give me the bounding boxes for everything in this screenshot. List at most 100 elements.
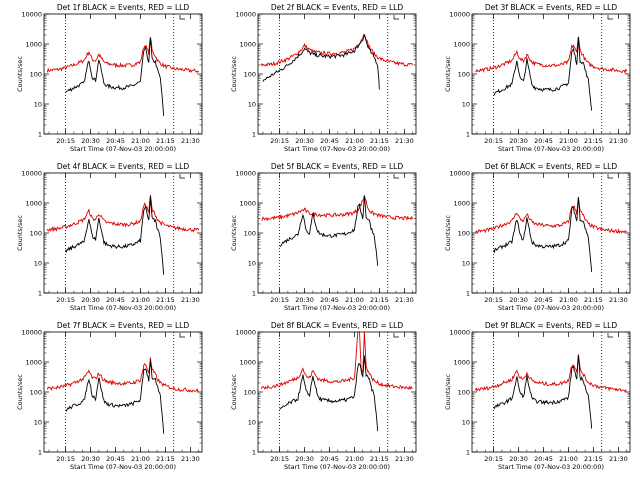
- corner-bracket: [607, 174, 613, 179]
- x-tick-label: 20:15: [484, 296, 503, 304]
- y-axis-label: Counts/sec: [16, 374, 24, 410]
- chart-title: Det 7f BLACK = Events, RED = LLD: [57, 321, 190, 330]
- x-tick-label: 21:15: [584, 296, 603, 304]
- corner-bracket: [393, 174, 399, 179]
- y-tick-label: 100: [30, 70, 42, 78]
- y-tick-label: 10000: [235, 10, 256, 18]
- y-tick-label: 10: [462, 259, 470, 267]
- y-tick-label: 100: [458, 70, 470, 78]
- corner-bracket: [607, 333, 613, 338]
- y-tick-label: 1: [252, 130, 256, 138]
- x-tick-label: 20:30: [81, 137, 100, 145]
- y-tick-label: 10000: [449, 169, 470, 177]
- x-tick-label: 20:30: [81, 296, 100, 304]
- x-tick-label: 21:00: [559, 296, 578, 304]
- series-line-lld: [475, 198, 626, 233]
- series-line-lld: [47, 38, 198, 73]
- chart-panel-5: Det 5f BLACK = Events, RED = LLD 1 10 100 10…: [230, 162, 417, 312]
- corner-bracket: [179, 15, 185, 20]
- y-tick-label: 1000: [25, 358, 42, 366]
- series-line-events: [494, 197, 592, 272]
- x-tick-label: 20:45: [534, 455, 553, 463]
- plot-frame: [471, 172, 631, 294]
- x-tick-label: 21:30: [395, 137, 414, 145]
- plot-frame: [471, 13, 631, 135]
- y-axis-label: Counts/sec: [444, 56, 452, 92]
- y-axis-label: Counts/sec: [230, 215, 238, 251]
- series-line-events: [494, 37, 592, 111]
- series-line-lld: [47, 357, 198, 392]
- chart-panel-3: Det 3f BLACK = Events, RED = LLD 1 10 100 10…: [444, 3, 631, 153]
- y-tick-label: 1: [466, 448, 470, 456]
- plot-frame: [257, 331, 417, 453]
- series-line-events: [66, 37, 164, 116]
- chart-panel-9: Det 9f BLACK = Events, RED = LLD 1 10 100 10…: [444, 321, 631, 471]
- plot-frame: [471, 331, 631, 453]
- x-tick-label: 21:30: [395, 296, 414, 304]
- x-tick-label: 21:15: [156, 137, 175, 145]
- x-tick-label: 20:45: [106, 137, 125, 145]
- plot-frame: [43, 13, 203, 135]
- x-tick-label: 21:00: [131, 455, 150, 463]
- y-tick-label: 1: [38, 289, 42, 297]
- x-tick-label: 21:00: [559, 455, 578, 463]
- y-axis-label: Counts/sec: [16, 56, 24, 92]
- y-tick-label: 1000: [453, 358, 470, 366]
- series-line-events: [494, 355, 592, 429]
- series-line-events: [66, 197, 164, 275]
- y-tick-label: 1000: [239, 358, 256, 366]
- x-tick-label: 21:30: [181, 137, 200, 145]
- x-tick-label: 20:30: [295, 137, 314, 145]
- x-tick-label: 21:30: [181, 455, 200, 463]
- y-tick-label: 10: [34, 259, 42, 267]
- y-axis-label: Counts/sec: [16, 215, 24, 251]
- series-line-lld: [261, 331, 412, 389]
- y-tick-label: 1: [38, 448, 42, 456]
- series-line-lld: [261, 35, 412, 67]
- x-tick-label: 21:30: [609, 137, 628, 145]
- x-tick-label: 20:45: [106, 296, 125, 304]
- x-tick-label: 20:15: [270, 137, 289, 145]
- y-tick-label: 10: [34, 100, 42, 108]
- x-tick-label: 21:00: [131, 137, 150, 145]
- y-tick-label: 10000: [235, 328, 256, 336]
- x-tick-label: 20:30: [295, 296, 314, 304]
- y-axis-label: Counts/sec: [444, 374, 452, 410]
- series-line-events: [263, 35, 379, 89]
- x-tick-label: 20:45: [534, 296, 553, 304]
- y-tick-label: 1: [466, 130, 470, 138]
- x-tick-label: 20:45: [106, 455, 125, 463]
- y-tick-label: 10000: [449, 328, 470, 336]
- x-tick-label: 20:45: [534, 137, 553, 145]
- y-tick-label: 1000: [25, 40, 42, 48]
- series-line-events: [280, 356, 378, 431]
- corner-bracket: [393, 333, 399, 338]
- x-tick-label: 20:45: [320, 296, 339, 304]
- x-tick-label: 21:00: [345, 455, 364, 463]
- y-tick-label: 1: [38, 130, 42, 138]
- y-tick-label: 1: [252, 289, 256, 297]
- x-tick-label: 20:15: [56, 137, 75, 145]
- x-axis-label: Start Time (07-Nov-03 20:00:00): [498, 145, 604, 153]
- x-tick-label: 21:00: [345, 296, 364, 304]
- x-tick-label: 20:45: [320, 137, 339, 145]
- x-tick-label: 20:15: [56, 296, 75, 304]
- corner-bracket: [393, 15, 399, 20]
- x-axis-label: Start Time (07-Nov-03 20:00:00): [70, 304, 176, 312]
- chart-panel-2: Det 2f BLACK = Events, RED = LLD 1 10 100 10…: [230, 3, 417, 153]
- y-tick-label: 100: [458, 229, 470, 237]
- y-tick-label: 10000: [21, 169, 42, 177]
- plot-frame: [43, 331, 203, 453]
- y-tick-label: 10: [462, 418, 470, 426]
- x-tick-label: 21:30: [609, 296, 628, 304]
- y-tick-label: 100: [458, 388, 470, 396]
- x-tick-label: 20:15: [270, 455, 289, 463]
- y-tick-label: 1000: [453, 199, 470, 207]
- y-tick-label: 10000: [21, 10, 42, 18]
- series-line-lld: [475, 37, 626, 73]
- chart-title: Det 8f BLACK = Events, RED = LLD: [271, 321, 404, 330]
- y-tick-label: 100: [244, 70, 256, 78]
- x-axis-label: Start Time (07-Nov-03 20:00:00): [70, 145, 176, 153]
- y-tick-label: 10: [248, 259, 256, 267]
- x-axis-label: Start Time (07-Nov-03 20:00:00): [284, 463, 390, 471]
